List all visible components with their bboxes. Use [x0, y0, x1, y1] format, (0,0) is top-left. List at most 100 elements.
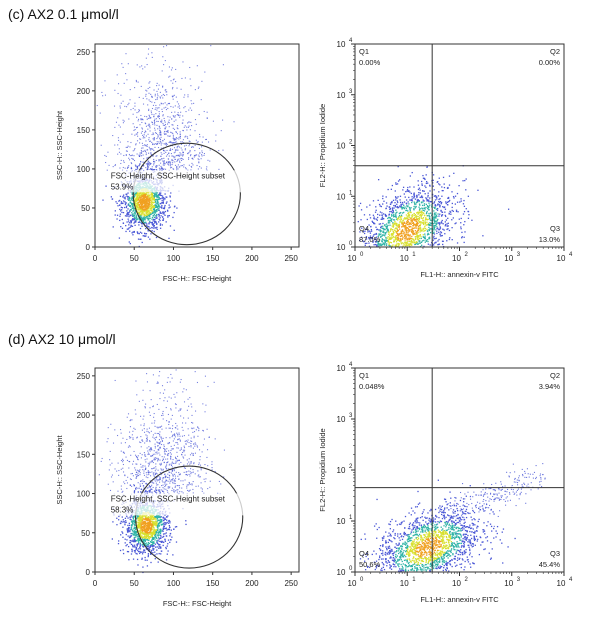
data-point: [420, 210, 423, 212]
data-point: [393, 239, 395, 241]
data-point: [429, 212, 432, 214]
data-point: [409, 208, 411, 210]
data-point: [124, 198, 126, 200]
data-point: [147, 87, 149, 90]
data-point: [134, 217, 136, 219]
data-point: [383, 200, 385, 202]
data-point: [141, 200, 143, 202]
data-point: [130, 532, 132, 535]
data-point: [385, 244, 388, 247]
data-point: [375, 244, 378, 246]
data-point: [394, 222, 396, 224]
data-point: [162, 544, 164, 547]
data-point: [174, 116, 176, 118]
data-point: [410, 216, 412, 219]
data-point: [194, 144, 196, 146]
data-point: [191, 109, 193, 111]
data-point: [167, 528, 169, 531]
data-point: [131, 528, 133, 531]
gate-percent: 53.9%: [111, 182, 134, 191]
data-point: [155, 107, 157, 109]
data-point: [397, 180, 400, 182]
data-point: [184, 77, 186, 79]
data-point: [395, 224, 397, 227]
data-point: [396, 238, 398, 240]
data-point: [385, 207, 387, 210]
data-point: [168, 155, 170, 157]
data-point: [191, 125, 193, 127]
data-point: [403, 207, 406, 210]
data-point: [189, 151, 191, 153]
data-point: [176, 114, 178, 116]
data-point: [129, 530, 131, 533]
data-point: [194, 119, 197, 121]
data-point: [419, 211, 421, 214]
data-point: [141, 515, 143, 517]
data-point: [156, 198, 158, 201]
data-point: [137, 218, 139, 220]
data-point: [142, 485, 145, 487]
data-point: [118, 148, 120, 150]
data-point: [183, 126, 185, 128]
data-point: [149, 217, 151, 220]
data-point: [143, 158, 145, 160]
data-point: [151, 518, 153, 520]
data-point: [414, 242, 417, 244]
data-point: [442, 176, 445, 179]
data-point: [154, 533, 157, 536]
data-point: [136, 167, 139, 169]
data-point: [189, 66, 191, 69]
data-point: [198, 161, 200, 163]
data-point: [159, 168, 161, 170]
data-point: [156, 141, 158, 143]
data-point: [160, 534, 162, 537]
data-point: [163, 524, 165, 526]
data-point: [134, 87, 136, 89]
data-point: [141, 223, 143, 225]
data-point: [142, 161, 144, 163]
data-point: [453, 172, 455, 174]
data-point: [395, 237, 397, 239]
data-point: [426, 166, 428, 168]
data-point: [119, 195, 122, 197]
data-point: [411, 216, 414, 218]
data-point: [136, 525, 139, 527]
data-point: [397, 196, 399, 198]
data-point: [118, 519, 120, 521]
data-point: [429, 185, 431, 187]
data-point: [436, 221, 438, 223]
data-point: [169, 225, 172, 227]
data-point: [407, 228, 410, 230]
data-point: [206, 111, 208, 113]
data-point: [135, 487, 137, 490]
data-point: [145, 125, 148, 127]
data-point: [379, 230, 381, 232]
data-point: [443, 183, 445, 185]
data-point: [164, 124, 166, 126]
data-point: [145, 518, 147, 521]
data-point: [402, 206, 404, 209]
data-point: [147, 553, 150, 555]
data-point: [139, 518, 141, 521]
data-point: [136, 214, 138, 216]
data-point: [405, 218, 407, 220]
data-point: [449, 210, 451, 213]
data-point: [435, 241, 437, 243]
data-point: [443, 229, 445, 231]
data-point: [147, 541, 150, 544]
data-point: [409, 237, 411, 239]
data-point: [139, 206, 142, 208]
data-point: [387, 188, 389, 191]
data-point: [415, 238, 417, 241]
data-point: [425, 240, 428, 242]
data-point: [155, 159, 157, 161]
data-point: [449, 199, 451, 202]
data-point: [148, 197, 150, 200]
data-point: [174, 151, 176, 153]
data-point: [404, 226, 406, 228]
data-point: [390, 236, 392, 239]
data-point: [414, 198, 417, 200]
data-point: [154, 199, 156, 201]
y-tick-label: 10: [337, 91, 346, 100]
data-point: [147, 194, 150, 197]
